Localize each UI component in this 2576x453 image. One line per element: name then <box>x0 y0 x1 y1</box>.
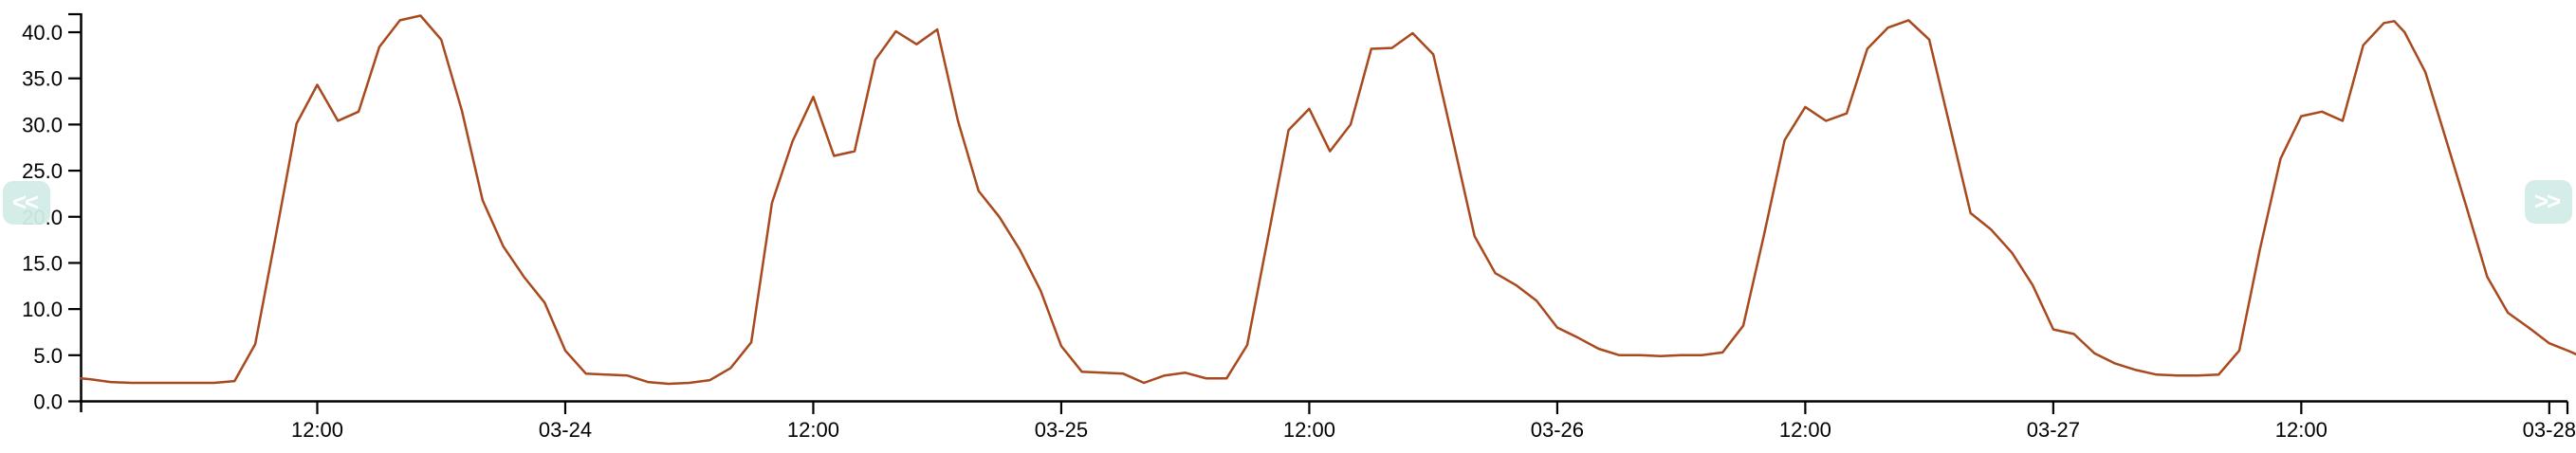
y-tick-label: 0.0 <box>33 390 63 414</box>
x-tick-label: 12:00 <box>787 418 839 442</box>
y-tick-label: 5.0 <box>33 344 63 368</box>
x-tick-label: 03-27 <box>2027 418 2080 442</box>
y-tick-label: 30.0 <box>22 113 63 136</box>
double-chevron-left-icon: << <box>11 187 39 216</box>
double-chevron-right-icon: >> <box>2533 186 2561 215</box>
x-tick-label: 03-24 <box>539 418 592 442</box>
x-tick-label: 12:00 <box>291 418 343 442</box>
scroll-left-button[interactable]: << <box>3 181 50 225</box>
x-tick-label: 03-28 <box>2523 418 2576 442</box>
y-tick-label: 25.0 <box>22 159 63 183</box>
y-tick-label: 40.0 <box>22 21 63 45</box>
x-tick-label: 12:00 <box>2275 418 2328 442</box>
y-tick-label: 15.0 <box>22 251 63 275</box>
x-tick-label: 12:00 <box>1283 418 1335 442</box>
data-line-value <box>79 14 2576 386</box>
x-tick-label: 03-26 <box>1531 418 1584 442</box>
x-tick-label: 03-25 <box>1035 418 1088 442</box>
y-tick-label: 35.0 <box>22 67 63 91</box>
scroll-right-button[interactable]: >> <box>2525 180 2572 224</box>
x-tick-label: 12:00 <box>1779 418 1831 442</box>
y-tick-label: 10.0 <box>22 298 63 321</box>
